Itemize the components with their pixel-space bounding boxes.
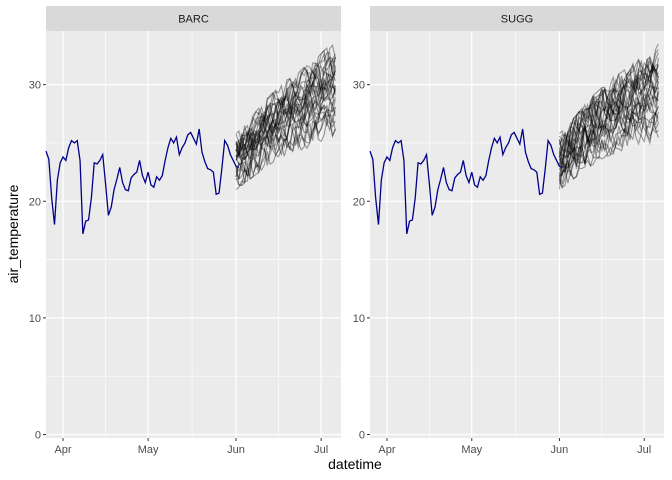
ensemble-member-line	[235, 105, 336, 191]
ensemble-member-line	[235, 97, 336, 180]
ensemble-member-line	[558, 52, 659, 159]
x-tick-label: May	[461, 444, 482, 456]
observed-series-line	[369, 128, 563, 235]
ensemble-member-line	[558, 61, 659, 163]
ensemble-member-line	[235, 47, 336, 158]
x-tick-label: Jun	[227, 444, 245, 456]
ensemble-member-line	[558, 84, 659, 177]
y-axis-title: air_temperature	[5, 184, 21, 283]
ensemble-member-line	[559, 48, 659, 144]
ensemble-member-line	[235, 112, 336, 186]
facet-panel-sugg: SUGG 0 10 20 30 Apr May Jun Jul	[353, 6, 664, 456]
ensemble-member-line	[558, 78, 659, 158]
ensemble-member-line	[235, 60, 336, 163]
ensemble-member-line	[235, 97, 336, 178]
ensemble-member-line	[558, 91, 659, 175]
ensemble-member-line	[559, 55, 659, 160]
x-tick-label: Jul	[314, 444, 328, 456]
ensemble-member-line	[235, 71, 336, 156]
ensemble-member-line	[558, 72, 659, 167]
x-tick-label: Apr	[378, 444, 395, 456]
ensemble-member-line	[235, 65, 336, 154]
facet-strip	[370, 6, 664, 31]
ensemble-member-line	[235, 108, 336, 186]
facet-panels: BARC 0 10 20 30 Apr May Jun Jul SUGG 0 10 20 30 Apr May…	[29, 6, 664, 456]
x-tick-label: Apr	[54, 444, 71, 456]
ensemble-member-line	[558, 58, 659, 146]
ensemble-member-line	[558, 114, 659, 185]
ensemble-member-line	[558, 60, 659, 165]
ensemble-member-line	[235, 96, 336, 157]
ensemble-member-line	[558, 73, 659, 170]
facet-panel-barc: BARC 0 10 20 30 Apr May Jun Jul	[29, 6, 341, 456]
ensemble-member-line	[235, 56, 336, 161]
ensemble-forecast-lines	[558, 43, 659, 190]
ensemble-member-line	[235, 79, 336, 160]
ensemble-member-line	[235, 104, 336, 183]
x-tick-label: Jul	[637, 444, 651, 456]
y-tick-label: 30	[29, 80, 41, 92]
ensemble-member-line	[235, 84, 336, 160]
ensemble-member-line	[558, 100, 659, 181]
y-tick-label: 10	[353, 313, 365, 325]
y-tick-label: 30	[353, 80, 365, 92]
ensemble-member-line	[558, 43, 659, 152]
observed-series-line	[45, 128, 240, 235]
ensemble-member-line	[559, 92, 659, 171]
y-tick-label: 0	[359, 430, 365, 442]
ensemble-member-line	[235, 49, 336, 151]
x-axis-title: datetime	[328, 456, 382, 472]
panel-background	[46, 31, 341, 438]
x-tick-label: Jun	[551, 444, 569, 456]
ensemble-member-line	[558, 85, 659, 169]
ensemble-member-line	[558, 112, 659, 190]
ensemble-member-line	[235, 52, 336, 152]
ensemble-member-line	[558, 65, 659, 154]
ensemble-member-line	[558, 111, 659, 184]
ensemble-member-line	[235, 57, 336, 161]
y-tick-label: 10	[29, 313, 41, 325]
ensemble-member-line	[558, 65, 659, 159]
ensemble-member-line	[558, 105, 659, 180]
ensemble-member-line	[235, 73, 336, 173]
ensemble-forecast-lines	[235, 43, 336, 191]
ensemble-member-line	[558, 112, 659, 190]
ensemble-member-line	[558, 111, 659, 189]
x-tick-label: May	[138, 444, 159, 456]
ensemble-member-line	[235, 56, 336, 159]
facet-strip-label: SUGG	[501, 14, 533, 26]
y-tick-label: 20	[29, 196, 41, 208]
ensemble-member-line	[235, 81, 336, 159]
ensemble-member-line	[235, 93, 336, 173]
ensemble-member-line	[236, 117, 336, 180]
ensemble-member-line	[235, 84, 336, 167]
y-tick-label: 20	[353, 196, 365, 208]
ensemble-member-line	[235, 52, 336, 160]
panel-background	[370, 31, 664, 438]
ensemble-member-line	[558, 63, 659, 157]
ensemble-member-line	[559, 81, 659, 177]
ensemble-member-line	[558, 57, 659, 151]
ensemble-member-line	[558, 64, 659, 155]
ensemble-member-line	[235, 102, 336, 178]
ensemble-member-line	[235, 69, 336, 162]
y-tick-label: 0	[35, 430, 41, 442]
ensemble-member-line	[559, 96, 659, 177]
ensemble-member-line	[235, 71, 336, 158]
ensemble-member-line	[558, 76, 659, 166]
ensemble-member-line	[235, 68, 336, 151]
ensemble-member-line	[235, 78, 336, 162]
facet-strip-label: BARC	[178, 14, 209, 26]
ensemble-member-line	[558, 85, 659, 178]
facet-strip	[46, 6, 341, 31]
ensemble-member-line	[235, 43, 336, 144]
